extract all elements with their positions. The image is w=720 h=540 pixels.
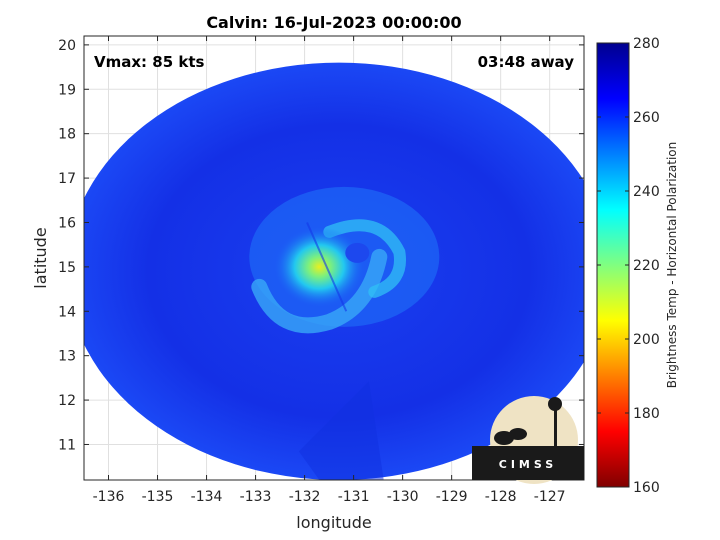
x-axis: -136 -135 -134 -133 -132 -131 -130 -129 -128 -127	[93, 36, 566, 505]
swath-edge	[306, 222, 348, 312]
y-tick-label: 12	[58, 393, 76, 409]
x-tick-label: -132	[289, 489, 321, 505]
colorbar-tick-label: 220	[633, 258, 660, 274]
y-tick-label: 11	[58, 437, 76, 453]
eyewall	[274, 226, 365, 307]
y-tick-label: 14	[58, 304, 76, 320]
y-tick-label: 15	[58, 260, 76, 276]
colorbar-tick-label: 160	[633, 480, 660, 496]
x-tick-label: -136	[93, 489, 125, 505]
x-tick-label: -127	[534, 489, 566, 505]
colorbar-tick-label: 180	[633, 406, 660, 422]
dish-icon	[509, 428, 527, 440]
colorbar-tick-label: 260	[633, 110, 660, 126]
x-tick-label: -135	[142, 489, 174, 505]
x-tick-label: -134	[191, 489, 223, 505]
y-axis: 20 19 18 17 16 15 14 13 12 11	[58, 38, 584, 453]
swath-seam	[298, 381, 384, 480]
x-tick-label: -128	[485, 489, 517, 505]
colorbar-label: Brightness Temp - Horizontal Polarizatio…	[665, 142, 679, 389]
eye	[345, 242, 370, 263]
x-tick-label: -129	[436, 489, 468, 505]
time-away-annotation: 03:48 away	[478, 53, 575, 71]
y-tick-label: 16	[58, 215, 76, 231]
y-tick-label: 19	[58, 82, 76, 98]
spiral-band	[251, 248, 388, 334]
vmax-annotation: Vmax: 85 kts	[94, 53, 204, 71]
dish-icon	[494, 431, 514, 445]
colorbar-tick-label: 280	[633, 36, 660, 52]
chart-title: Calvin: 16-Jul-2023 00:00:00	[206, 13, 461, 32]
y-tick-label: 17	[58, 171, 76, 187]
logo-text: CIMSS	[499, 458, 557, 471]
colorbar-tick-label: 240	[633, 184, 660, 200]
tower-icon	[548, 397, 562, 411]
brightness-temp-field	[84, 62, 584, 480]
colorbar-tick-label: 200	[633, 332, 660, 348]
colorbar	[596, 42, 630, 488]
y-tick-label: 13	[58, 349, 76, 365]
logo-base	[472, 446, 584, 480]
spiral-band	[323, 219, 406, 298]
y-tick-label: 18	[58, 127, 76, 143]
plot-frame	[83, 35, 585, 481]
colorbar-ticks: 280 260 240 220 200 180 160	[597, 36, 660, 496]
y-tick-label: 20	[58, 38, 76, 54]
cimss-logo: CIMSS	[472, 396, 584, 484]
x-tick-label: -131	[338, 489, 370, 505]
x-tick-label: -130	[387, 489, 419, 505]
tower-icon	[554, 408, 557, 448]
x-tick-label: -133	[240, 489, 272, 505]
x-axis-label: longitude	[296, 513, 371, 532]
y-axis-label: latitude	[31, 227, 50, 288]
